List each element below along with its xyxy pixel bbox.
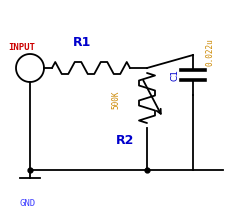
Text: R2: R2 <box>116 134 134 146</box>
Text: 500K: 500K <box>112 91 121 109</box>
Text: C1: C1 <box>171 69 180 81</box>
Text: 0.022u: 0.022u <box>205 38 214 66</box>
Text: GND: GND <box>20 198 36 207</box>
Text: INPUT: INPUT <box>8 43 35 52</box>
Text: R1: R1 <box>73 35 91 49</box>
